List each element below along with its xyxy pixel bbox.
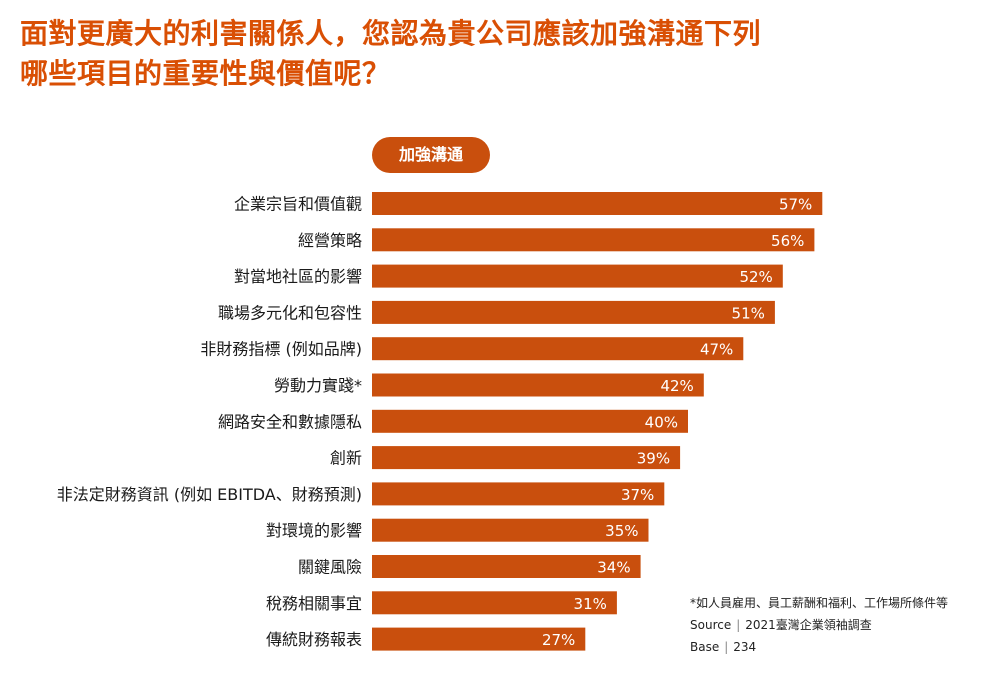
title-block: 面對更廣大的利害關係人，您認為貴公司應該加強溝通下列 哪些項目的重要性與價值呢？ <box>20 14 761 94</box>
bar <box>372 446 681 470</box>
category-label: 傳統財務報表 <box>266 630 362 649</box>
value-label: 42% <box>660 377 693 395</box>
value-label: 47% <box>700 341 733 359</box>
bar <box>372 482 665 506</box>
category-label: 勞動力實踐* <box>274 376 362 395</box>
category-label: 對環境的影響 <box>266 521 362 540</box>
bar <box>372 627 586 651</box>
category-label: 職場多元化和包容性 <box>218 303 362 322</box>
category-label: 對當地社區的影響 <box>234 267 362 286</box>
value-label: 27% <box>542 631 575 649</box>
value-label: 34% <box>597 559 630 577</box>
bar <box>372 591 617 615</box>
source-separator: | <box>736 618 741 632</box>
base-value: 234 <box>733 640 757 654</box>
category-label: 企業宗旨和價值觀 <box>234 195 362 214</box>
bar <box>372 264 783 288</box>
source-line: Source | 2021臺灣企業領袖調查 <box>690 614 948 636</box>
bar <box>372 373 704 397</box>
value-label: 56% <box>771 232 804 250</box>
value-label: 35% <box>605 522 638 540</box>
value-label: 40% <box>645 413 678 431</box>
bar <box>372 518 649 542</box>
chart-title-line-1: 面對更廣大的利害關係人，您認為貴公司應該加強溝通下列 <box>20 17 762 50</box>
value-label: 52% <box>739 268 772 286</box>
source-label: Source <box>690 618 732 632</box>
base-line: Base | 234 <box>690 636 948 658</box>
value-label: 39% <box>637 450 670 468</box>
chart-title-line-2: 哪些項目的重要性與價值呢？ <box>20 57 391 90</box>
bar <box>372 228 815 252</box>
category-label: 關鍵風險 <box>298 558 362 577</box>
bar <box>372 300 775 324</box>
category-label: 經營策略 <box>298 231 362 250</box>
bar <box>372 337 744 361</box>
category-label: 非法定財務資訊 (例如 EBITDA、財務預測) <box>57 485 362 504</box>
value-label: 57% <box>779 196 812 214</box>
base-label: Base <box>690 640 720 654</box>
category-label: 非財務指標 (例如品牌) <box>200 340 362 359</box>
category-label: 稅務相關事宜 <box>266 594 362 613</box>
footnote: *如人員雇用、員工薪酬和福利、工作場所條件等 <box>690 596 949 610</box>
source-value: 2021臺灣企業領袖調查 <box>745 618 872 632</box>
bar <box>372 555 641 578</box>
value-label: 31% <box>574 595 607 613</box>
bar <box>372 409 688 433</box>
category-label: 網路安全和數據隱私 <box>218 412 362 431</box>
legend-pill: 加強溝通 <box>372 137 490 173</box>
base-separator: | <box>724 640 729 654</box>
category-label: 創新 <box>330 449 362 468</box>
bar <box>372 192 823 215</box>
value-label: 37% <box>621 486 654 504</box>
notes-block: *如人員雇用、員工薪酬和福利、工作場所條件等 Source | 2021臺灣企業領袖… <box>690 592 948 658</box>
value-label: 51% <box>732 304 765 322</box>
